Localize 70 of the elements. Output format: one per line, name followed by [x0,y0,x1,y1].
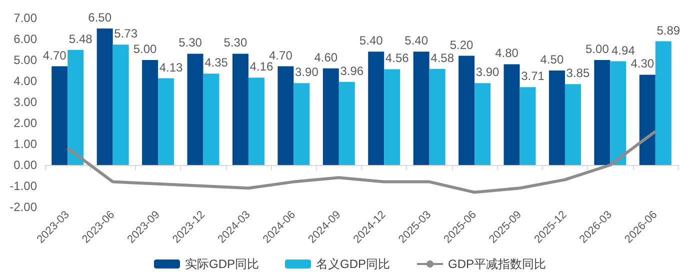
bar [232,54,248,165]
bar [68,50,84,165]
bar [429,68,446,165]
bar [548,70,565,165]
data-label: 4.16 [250,60,274,74]
legend-label: 实际GDP同比 [184,257,260,271]
legend-label: 名义GDP同比 [316,257,390,271]
y-tick-label: 1.00 [14,137,38,151]
bar [187,54,204,165]
data-label: 4.56 [385,51,410,66]
data-label: 5.40 [359,34,384,48]
bar [294,83,310,165]
bar [248,78,264,165]
data-label: 4.94 [612,43,636,58]
data-label: 3.90 [476,65,500,80]
y-tick-label: -2.00 [10,200,38,214]
bar [474,83,491,165]
data-label: 4.80 [495,46,519,60]
data-label: 6.50 [88,10,112,24]
bar [142,60,158,165]
data-label: 5.00 [586,42,610,56]
bar [520,87,536,165]
y-tick-label: 6.00 [14,32,38,46]
y-tick-label: -1.00 [10,179,38,193]
data-label: 5.40 [404,34,428,48]
bar [655,41,672,165]
y-tick-label: 7.00 [14,11,38,25]
bar [368,52,384,165]
data-label: 5.00 [133,42,158,56]
y-tick-label: 0.00 [14,158,38,172]
data-label: 5.89 [656,23,680,38]
data-label: 5.48 [68,32,93,46]
data-label: 3.85 [566,66,590,80]
bar [610,61,626,165]
y-tick-label: 2.00 [14,116,38,130]
data-label: 4.58 [430,50,454,65]
bar [564,84,581,165]
bar [594,60,610,165]
y-tick-label: 3.00 [14,95,38,109]
data-label: 4.50 [540,52,564,66]
data-label: 4.35 [204,56,228,70]
data-label: 5.30 [224,36,248,50]
data-label: 5.20 [450,38,474,52]
bar [458,56,475,165]
data-label: 3.96 [340,64,364,78]
bar [278,66,294,165]
bar [322,68,339,165]
bar [413,52,430,165]
line-series [66,130,657,194]
bar [504,64,520,165]
bar [96,28,113,165]
data-label: 4.13 [159,60,184,74]
bar [639,74,656,165]
data-label: 5.73 [114,26,138,41]
bar [52,66,68,165]
bar [203,74,220,165]
data-label: 4.70 [269,48,293,62]
data-label: 3.71 [521,69,545,84]
data-label: 4.30 [630,56,654,71]
y-tick-label: 5.00 [14,53,38,67]
data-label: 3.90 [295,65,319,80]
data-label: 4.70 [42,48,67,62]
bar [338,82,355,165]
data-label: 4.60 [314,50,338,64]
y-tick-label: 4.00 [14,74,38,88]
legend-label: GDP平减指数同比 [448,257,546,271]
bar [384,69,400,165]
data-label: 5.30 [178,36,202,50]
bar [158,78,174,165]
bar [112,44,129,165]
